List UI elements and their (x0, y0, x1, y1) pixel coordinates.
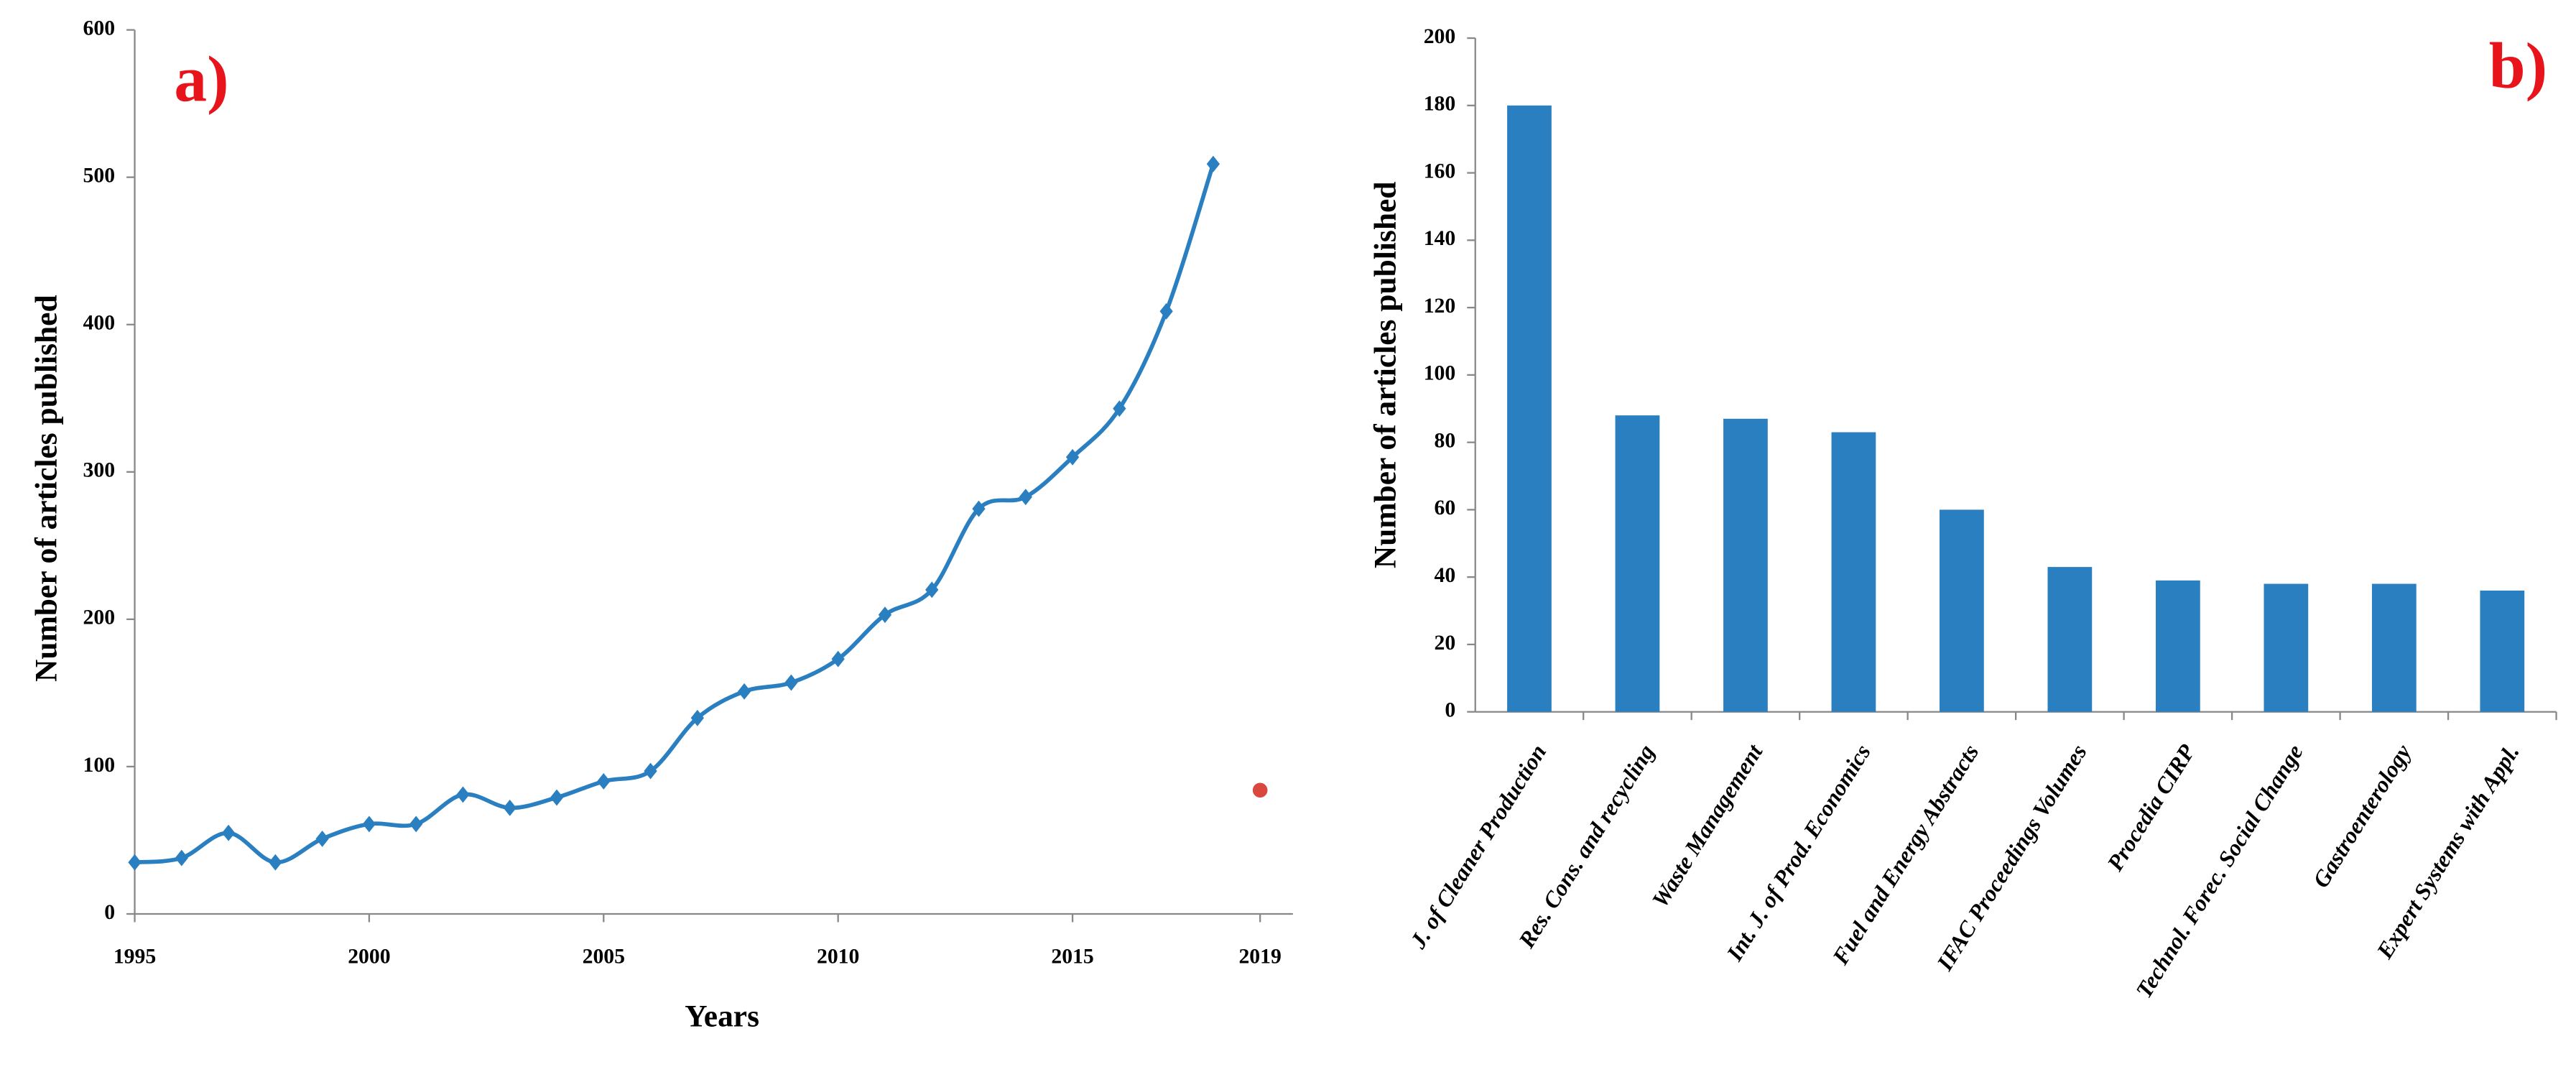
point (409, 815, 423, 833)
point (690, 709, 704, 726)
y-tick-label: 20 (1435, 632, 1456, 655)
bar (1723, 418, 1768, 712)
panel-label: b) (2489, 29, 2547, 102)
y-tick-label: 200 (83, 606, 116, 629)
x-tick-label: 2019 (1238, 946, 1281, 969)
point (221, 824, 236, 841)
point (784, 674, 798, 691)
y-axis-label: Number of articles published (1368, 182, 1402, 569)
y-tick-label: 100 (1424, 362, 1456, 385)
point (362, 815, 376, 833)
x-tick-label: 2015 (1051, 946, 1093, 969)
y-axis-label: Number of articles published (29, 295, 64, 682)
bar (2480, 590, 2525, 712)
point (1065, 448, 1080, 466)
y-tick-label: 160 (1424, 160, 1456, 182)
y-tick-label: 200 (1424, 25, 1456, 48)
point (972, 500, 986, 517)
bar (2264, 583, 2309, 712)
point (128, 854, 142, 871)
point (175, 849, 188, 867)
point (737, 683, 751, 700)
point (1206, 155, 1220, 172)
panel-label: a) (174, 42, 228, 115)
point (456, 786, 470, 803)
y-tick-label: 0 (1445, 699, 1455, 722)
y-tick-label: 300 (83, 459, 116, 482)
y-tick-label: 120 (1424, 295, 1456, 318)
y-tick-label: 500 (83, 165, 116, 188)
point (644, 762, 657, 780)
bar (1615, 415, 1660, 712)
y-tick-label: 60 (1435, 496, 1456, 519)
point (550, 789, 564, 806)
point (1159, 302, 1173, 320)
y-tick-label: 140 (1424, 227, 1456, 250)
x-tick-label: Procedia CIRP (2101, 739, 2200, 876)
x-tick-label: 2000 (348, 946, 390, 969)
x-tick-label: Gastroenterology (2307, 739, 2417, 892)
x-tick-label: Waste Management (1646, 739, 1768, 912)
point (269, 854, 282, 871)
bar (1507, 105, 1552, 712)
y-tick-label: 180 (1424, 93, 1456, 116)
y-tick-label: 40 (1435, 564, 1456, 587)
x-axis-label: Years (685, 999, 759, 1033)
x-tick-label: 1995 (113, 946, 156, 969)
bar (2047, 567, 2093, 712)
x-tick-label: 2010 (817, 946, 859, 969)
point (597, 773, 611, 790)
point (1252, 782, 1268, 798)
y-tick-label: 0 (104, 901, 115, 924)
point (831, 650, 845, 667)
y-tick-label: 600 (83, 17, 116, 40)
point (503, 799, 516, 816)
y-tick-label: 80 (1435, 429, 1456, 452)
point (878, 606, 892, 624)
point (925, 581, 939, 599)
point (1019, 489, 1032, 506)
y-tick-label: 100 (83, 754, 116, 777)
bar (2155, 580, 2200, 712)
bar (2371, 583, 2417, 712)
bar (1940, 509, 1984, 712)
bar (1831, 432, 1876, 712)
point (315, 830, 329, 847)
y-tick-label: 400 (83, 312, 116, 335)
x-tick-label: 2005 (583, 946, 625, 969)
series-line (134, 163, 1215, 865)
